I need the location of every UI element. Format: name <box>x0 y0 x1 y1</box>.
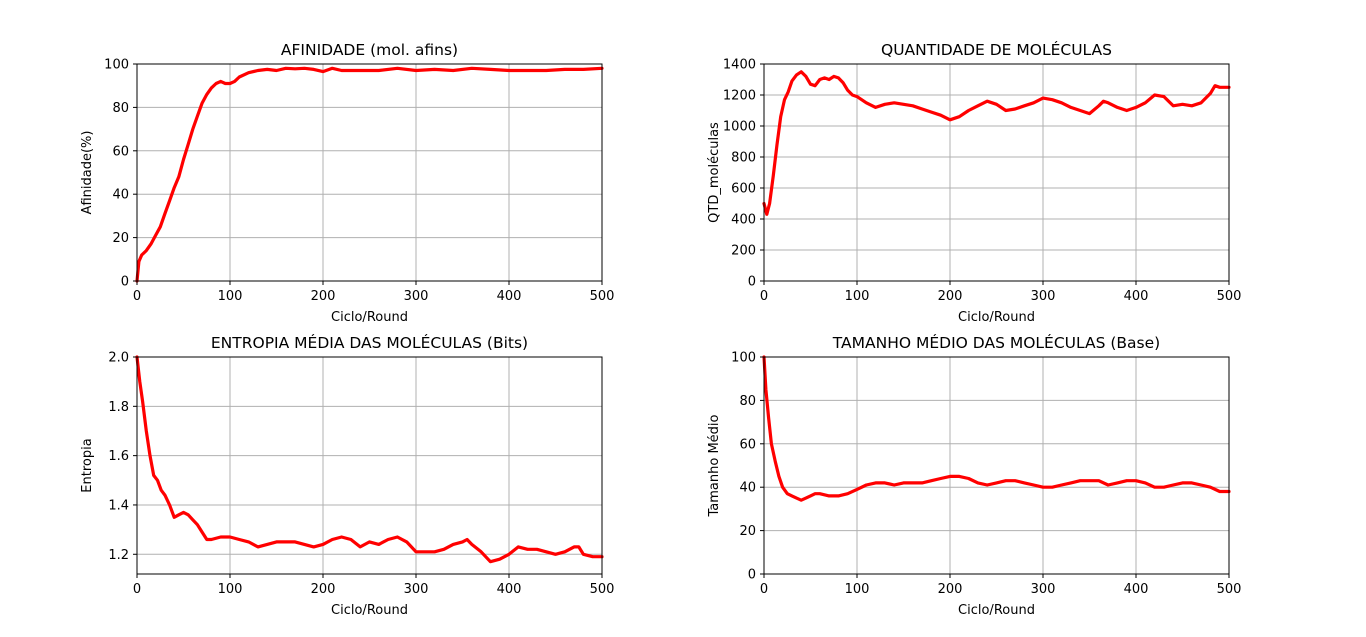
chart-title: AFINIDADE (mol. afins) <box>281 41 458 59</box>
y-tick-label-3: 1.8 <box>108 400 129 415</box>
y-tick-label-4: 2.0 <box>108 351 129 366</box>
chart-title: TAMANHO MÉDIO DAS MOLÉCULAS (Base) <box>832 333 1160 352</box>
y-tick-label-4: 80 <box>112 101 129 116</box>
axes-frame <box>763 63 1230 282</box>
x-tick-label-3: 300 <box>404 582 429 597</box>
x-tick-label-1: 100 <box>218 582 243 597</box>
y-tick-label-4: 80 <box>739 394 756 409</box>
y-axis-label: Afinidade(%) <box>80 131 95 215</box>
chart-panel-3: 0 100 200 300 400 500 1.2 1.4 1.6 1.8 2.0 ENTROPIA … <box>80 333 614 618</box>
y-tick-label-2: 400 <box>731 213 756 228</box>
y-tick-label-0: 1.2 <box>108 548 129 563</box>
series-line-1 <box>135 355 604 564</box>
x-tick-label-3: 300 <box>404 289 429 304</box>
x-tick-label-4: 400 <box>1124 289 1149 304</box>
y-tick-label-1: 20 <box>739 524 756 539</box>
y-axis-label: Entropia <box>80 438 95 492</box>
series-line-1 <box>135 66 604 283</box>
x-tick-label-1: 100 <box>845 582 870 597</box>
y-tick-label-0: 0 <box>748 275 756 290</box>
y-axis-label: QTD_moléculas <box>707 122 722 223</box>
chart-panel-2: 0 100 200 300 400 500 0 200 400 600 800 1000 1200 140… <box>707 40 1241 325</box>
x-tick-label-1: 100 <box>218 289 243 304</box>
x-tick-label-0: 0 <box>133 289 141 304</box>
y-axis-label: Tamanho Médio <box>707 414 722 517</box>
y-tick-label-7: 1400 <box>723 58 756 73</box>
chart-title: ENTROPIA MÉDIA DAS MOLÉCULAS (Bits) <box>211 333 528 352</box>
axes-frame <box>763 356 1230 575</box>
x-tick-label-5: 500 <box>590 582 615 597</box>
y-tick-label-3: 60 <box>739 437 756 452</box>
y-tick-label-1: 20 <box>112 231 129 246</box>
y-tick-label-2: 40 <box>739 481 756 496</box>
axes-frame <box>136 63 603 282</box>
x-tick-label-3: 300 <box>1031 289 1056 304</box>
series-line-1 <box>762 355 1231 502</box>
x-tick-label-2: 200 <box>938 289 963 304</box>
y-tick-label-0: 0 <box>748 568 756 583</box>
y-tick-label-6: 1200 <box>723 89 756 104</box>
x-tick-label-1: 100 <box>845 289 870 304</box>
y-tick-label-1: 1.4 <box>108 498 129 513</box>
x-tick-label-0: 0 <box>760 289 768 304</box>
x-tick-label-5: 500 <box>1217 289 1242 304</box>
x-tick-label-4: 400 <box>497 582 522 597</box>
x-tick-label-4: 400 <box>1124 582 1149 597</box>
x-tick-label-5: 500 <box>590 289 615 304</box>
x-tick-label-2: 200 <box>311 582 336 597</box>
x-axis-label: Ciclo/Round <box>331 603 408 618</box>
chart-panel-4: 0 100 200 300 400 500 0 20 40 60 80 100 TAMANHO MÉDI… <box>707 333 1241 618</box>
x-tick-label-2: 200 <box>311 289 336 304</box>
y-tick-label-5: 100 <box>104 58 129 73</box>
y-tick-label-1: 200 <box>731 244 756 259</box>
y-tick-label-3: 60 <box>112 144 129 159</box>
x-tick-label-0: 0 <box>133 582 141 597</box>
x-tick-label-3: 300 <box>1031 582 1056 597</box>
y-tick-label-5: 100 <box>731 351 756 366</box>
y-tick-label-2: 1.6 <box>108 449 129 464</box>
axes-frame <box>136 356 603 575</box>
x-tick-label-4: 400 <box>497 289 522 304</box>
x-tick-label-0: 0 <box>760 582 768 597</box>
x-axis-label: Ciclo/Round <box>331 310 408 325</box>
chart-title: QUANTIDADE DE MOLÉCULAS <box>881 40 1112 59</box>
chart-panel-1: 0 100 200 300 400 500 0 20 40 60 80 100 AFINIDADE (m… <box>80 41 614 325</box>
y-tick-label-5: 1000 <box>723 120 756 135</box>
x-tick-label-5: 500 <box>1217 582 1242 597</box>
y-tick-label-0: 0 <box>121 275 129 290</box>
x-tick-label-2: 200 <box>938 582 963 597</box>
y-tick-label-2: 40 <box>112 188 129 203</box>
y-tick-label-4: 800 <box>731 151 756 166</box>
x-axis-label: Ciclo/Round <box>958 603 1035 618</box>
x-axis-label: Ciclo/Round <box>958 310 1035 325</box>
y-tick-label-3: 600 <box>731 182 756 197</box>
series-line-1 <box>762 70 1231 216</box>
